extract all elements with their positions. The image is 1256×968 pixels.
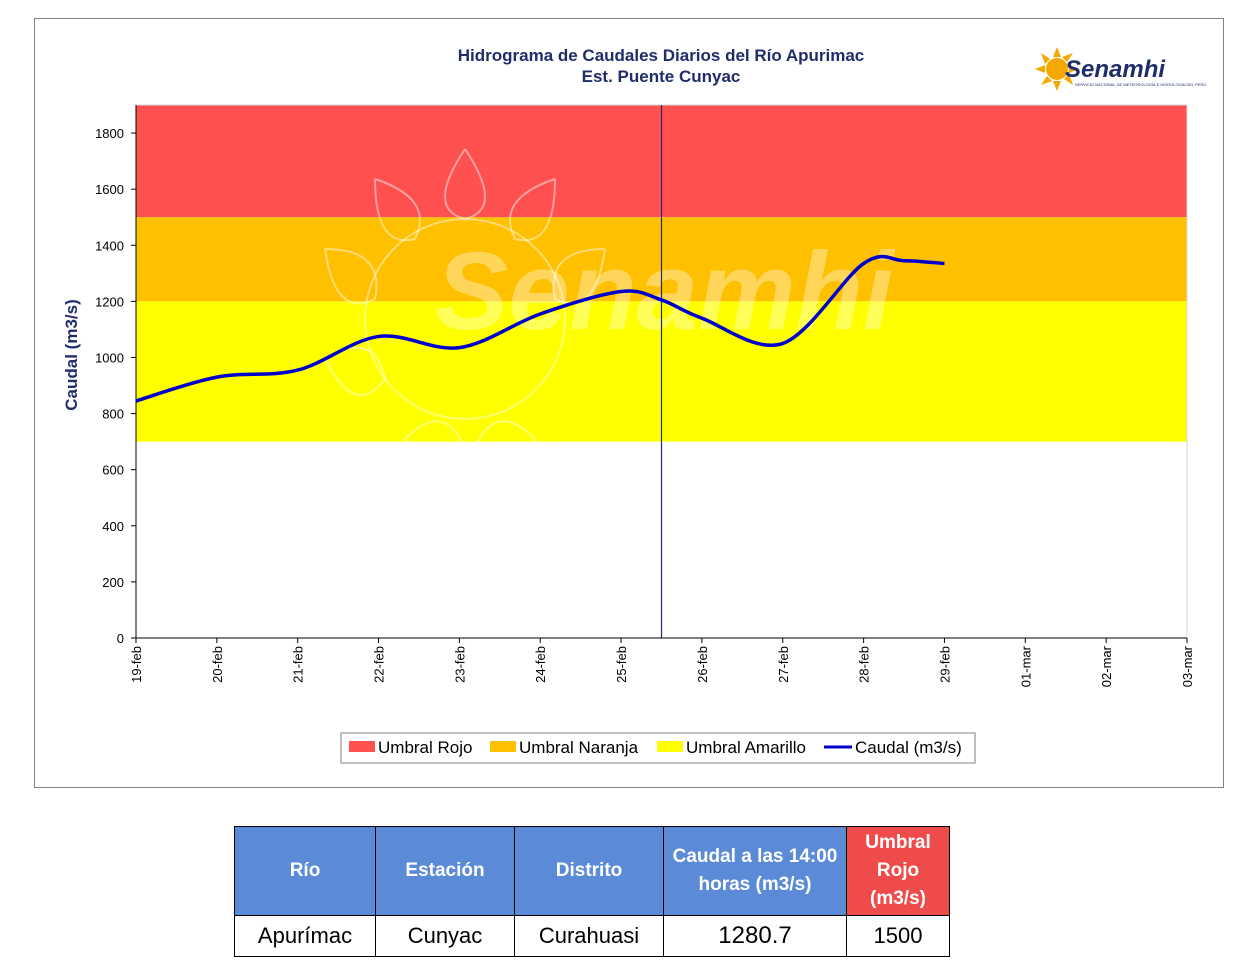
header-estacion: Estación xyxy=(375,826,515,916)
series-line-caudal xyxy=(135,254,945,403)
legend-label-0: Umbral Rojo xyxy=(378,738,472,757)
watermark-text: Senamhi xyxy=(435,230,896,353)
hydrograph-chart: Hidrograma de Caudales Diarios del Río A… xyxy=(62,46,1206,764)
legend: Umbral Rojo Umbral Naranja Umbral Amarillo… xyxy=(340,732,976,764)
y-axis-label: Caudal (m3/s) xyxy=(62,299,81,410)
info-table: Río Estación Distrito Caudal a las 14:00… xyxy=(234,826,950,957)
x-tick-label: 01-mar xyxy=(1018,645,1033,687)
senamhi-logo: Senamhi SERVICIO NACIONAL DE METEOROLOGÍ… xyxy=(1035,47,1206,91)
cell-caudal: 1280.7 xyxy=(663,915,847,957)
legend-swatch-1 xyxy=(490,741,516,752)
y-axis-ticks: 0 200 400 600 800 1000 1200 1400 1600 1800 xyxy=(95,126,136,646)
y-tick-label: 200 xyxy=(102,575,124,590)
x-tick-label: 03-mar xyxy=(1180,645,1195,687)
header-rio: Río xyxy=(234,826,376,916)
y-tick-label: 1400 xyxy=(95,238,124,253)
legend-label-1: Umbral Naranja xyxy=(519,738,639,757)
x-tick-label: 26-feb xyxy=(695,646,710,683)
legend-label-3: Caudal (m3/s) xyxy=(855,738,962,757)
y-tick-label: 1200 xyxy=(95,294,124,309)
y-tick-label: 1000 xyxy=(95,350,124,365)
cell-umbral-rojo: 1500 xyxy=(846,915,950,957)
sun-icon xyxy=(1035,47,1079,91)
x-tick-label: 22-feb xyxy=(372,646,387,683)
x-tick-label: 29-feb xyxy=(937,646,952,683)
y-tick-label: 800 xyxy=(102,407,124,422)
x-tick-label: 25-feb xyxy=(614,646,629,683)
chart-title: Hidrograma de Caudales Diarios del Río A… xyxy=(458,46,865,65)
legend-swatch-2 xyxy=(657,741,683,752)
header-distrito: Distrito xyxy=(514,826,664,916)
header-umbral-rojo: Umbral Rojo (m3/s) xyxy=(846,826,950,916)
y-tick-label: 400 xyxy=(102,519,124,534)
x-axis-ticks: 19-feb 20-feb 21-feb 22-feb 23-feb 24-feb 25-f… xyxy=(129,638,1195,687)
watermark: Senamhi xyxy=(324,148,896,478)
logo-name: Senamhi xyxy=(1065,56,1166,83)
table-row: Apurímac Cunyac Curahuasi 1280.7 1500 xyxy=(234,915,950,957)
x-tick-label: 02-mar xyxy=(1099,645,1114,687)
x-tick-label: 27-feb xyxy=(776,646,791,683)
table-header-row: Río Estación Distrito Caudal a las 14:00… xyxy=(234,826,950,916)
axes xyxy=(135,105,1187,639)
x-tick-label: 28-feb xyxy=(857,646,872,683)
chart-subtitle: Est. Puente Cunyac xyxy=(582,67,741,86)
y-tick-label: 0 xyxy=(117,631,124,646)
cell-estacion: Cunyac xyxy=(375,915,515,957)
watermark-sun-icon xyxy=(324,148,606,478)
legend-swatch-0 xyxy=(349,741,375,752)
x-tick-label: 20-feb xyxy=(210,646,225,683)
legend-label-2: Umbral Amarillo xyxy=(686,738,806,757)
chart-frame: Hidrograma de Caudales Diarios del Río A… xyxy=(34,18,1224,788)
cell-rio: Apurímac xyxy=(234,915,376,957)
x-tick-label: 19-feb xyxy=(129,646,144,683)
cell-distrito: Curahuasi xyxy=(514,915,664,957)
x-tick-label: 23-feb xyxy=(452,646,467,683)
y-tick-label: 600 xyxy=(102,463,124,478)
x-tick-label: 21-feb xyxy=(291,646,306,683)
header-caudal: Caudal a las 14:00 horas (m3/s) xyxy=(663,826,847,916)
y-tick-label: 1800 xyxy=(95,126,124,141)
x-tick-label: 24-feb xyxy=(533,646,548,683)
logo-subtitle: SERVICIO NACIONAL DE METEOROLOGÍA E HIDR… xyxy=(1075,82,1206,87)
y-tick-label: 1600 xyxy=(95,182,124,197)
